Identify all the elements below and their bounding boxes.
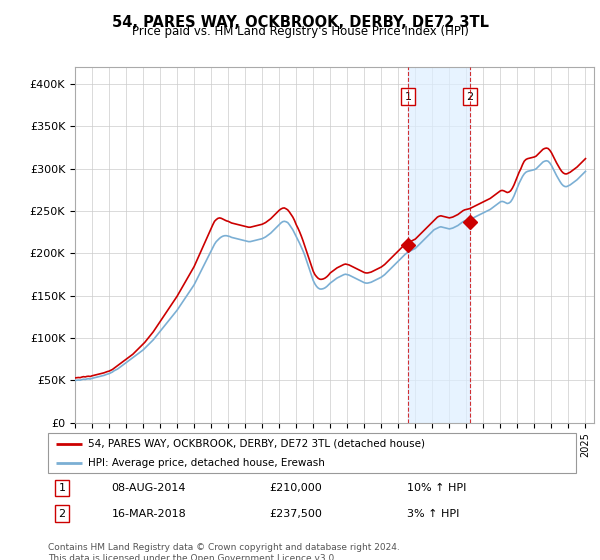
Text: Contains HM Land Registry data © Crown copyright and database right 2024.
This d: Contains HM Land Registry data © Crown c…	[48, 543, 400, 560]
Text: 54, PARES WAY, OCKBROOK, DERBY, DE72 3TL (detached house): 54, PARES WAY, OCKBROOK, DERBY, DE72 3TL…	[88, 439, 425, 449]
Text: 3% ↑ HPI: 3% ↑ HPI	[407, 508, 460, 519]
Bar	[408, 67, 470, 423]
Text: 2: 2	[466, 92, 473, 102]
Text: 54, PARES WAY, OCKBROOK, DERBY, DE72 3TL: 54, PARES WAY, OCKBROOK, DERBY, DE72 3TL	[112, 15, 488, 30]
Text: £210,000: £210,000	[270, 483, 323, 493]
Text: 08-AUG-2014: 08-AUG-2014	[112, 483, 186, 493]
Text: 2: 2	[59, 508, 65, 519]
Text: 1: 1	[404, 92, 412, 102]
Text: £237,500: £237,500	[270, 508, 323, 519]
Text: Price paid vs. HM Land Registry's House Price Index (HPI): Price paid vs. HM Land Registry's House …	[131, 25, 469, 38]
Text: 10% ↑ HPI: 10% ↑ HPI	[407, 483, 466, 493]
Text: 16-MAR-2018: 16-MAR-2018	[112, 508, 186, 519]
Text: 1: 1	[59, 483, 65, 493]
FancyBboxPatch shape	[48, 433, 576, 473]
Text: HPI: Average price, detached house, Erewash: HPI: Average price, detached house, Erew…	[88, 458, 325, 468]
